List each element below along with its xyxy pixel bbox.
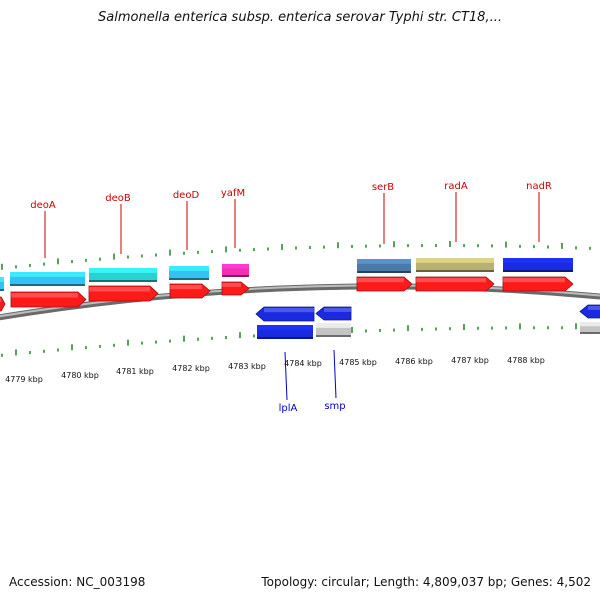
cds-arrow-yafM <box>221 281 250 296</box>
cds-arrow-deoB <box>88 285 159 302</box>
gene-label-deoB: deoB <box>105 193 131 204</box>
gene-box-deoD <box>169 266 209 280</box>
scale-label: 4786 kbp <box>395 357 433 366</box>
gene-box-radA <box>416 258 494 272</box>
cds-arrow-smp <box>315 306 352 321</box>
scale-label: 4783 kbp <box>228 362 266 371</box>
scale-label: 4782 kbp <box>172 364 210 373</box>
gene-box-deoB <box>89 268 157 282</box>
cds-arrow-deoA <box>10 291 87 308</box>
gene-box-smp <box>316 323 351 337</box>
upper-tick-row <box>1 241 591 270</box>
cds-arrow-nadR <box>502 276 574 292</box>
gene-box <box>580 322 600 334</box>
gene-box-nadR <box>503 258 573 272</box>
leader-smp <box>333 349 337 399</box>
cds-arrow-deoD <box>169 283 211 299</box>
scale-label: 4788 kbp <box>507 356 545 365</box>
feature-layer <box>0 258 600 339</box>
scale-label: 4780 kbp <box>61 371 99 380</box>
cds-arrow-serB <box>356 276 413 292</box>
scale-label: 4787 kbp <box>451 356 489 365</box>
gene-label-deoA: deoA <box>30 200 56 211</box>
cds-arrow <box>579 304 600 319</box>
gene-label-serB: serB <box>372 182 394 193</box>
cds-arrow-lplA <box>255 306 315 322</box>
topology-text: Topology: circular; Length: 4,809,037 bp… <box>261 575 591 589</box>
gene-box-yafM <box>222 264 249 277</box>
gene-label-nadR: nadR <box>526 181 552 192</box>
map-title: Salmonella enterica subsp. enterica sero… <box>98 10 502 25</box>
gene-label-radA: radA <box>444 181 468 192</box>
gene-box-lplA <box>257 325 313 339</box>
gene-label-yafM: yafM <box>221 188 245 199</box>
scale-label: 4784 kbp <box>284 359 322 368</box>
label-leaders <box>44 192 540 401</box>
cds-arrow <box>0 296 6 312</box>
gene-box <box>0 277 4 291</box>
gene-box-serB <box>357 259 411 273</box>
gene-box-deoA <box>10 272 85 286</box>
scale-label: 4785 kbp <box>339 358 377 367</box>
scale-label: 4779 kbp <box>5 375 43 384</box>
gene-label-deoD: deoD <box>173 190 200 201</box>
accession-text: Accession: NC_003198 <box>9 575 146 589</box>
cds-arrow-radA <box>415 276 495 292</box>
gene-label-smp: smp <box>324 401 345 412</box>
gene-label-lplA: lplA <box>279 403 298 414</box>
scale-labels: 4779 kbp 4780 kbp 4781 kbp 4782 kbp 4783 kbp… <box>5 356 545 384</box>
leader-lplA <box>284 351 288 401</box>
gene-labels: deoA deoB deoD yafM serB radA nadR lplA smp <box>30 181 552 414</box>
scale-label: 4781 kbp <box>116 367 154 376</box>
